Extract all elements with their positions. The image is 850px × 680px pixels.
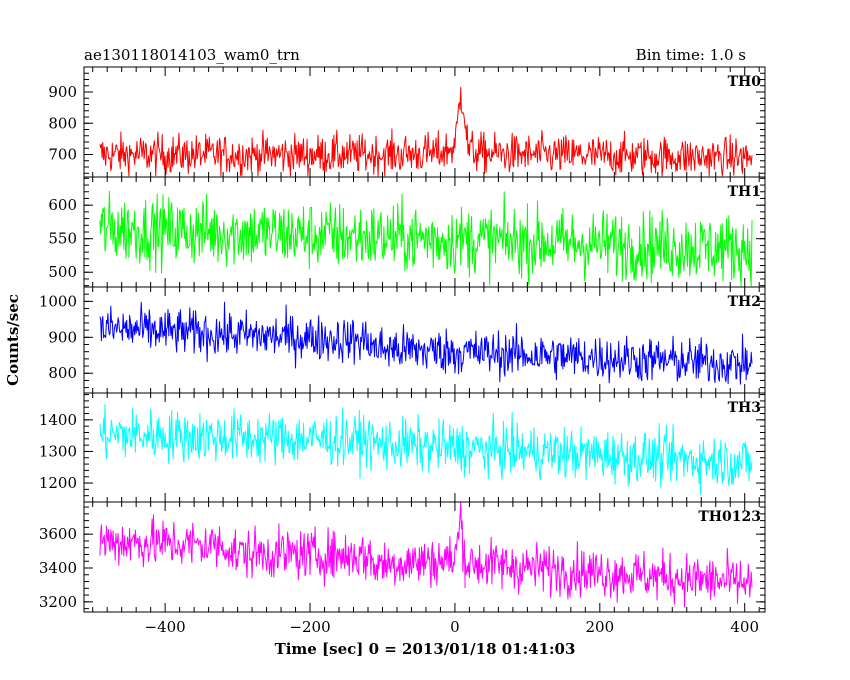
panel-label-th3: TH3 [728,400,761,416]
chart-title: ae130118014103_wam0_trn [84,46,300,64]
y-tick-label-th2: 800 [48,364,77,382]
series-line-th1-0 [99,190,753,287]
series-line-th3-0 [99,403,373,480]
y-tick-label-th0: 700 [48,146,77,164]
x-tick-label: 400 [730,618,759,636]
y-tick-label-th0: 800 [48,114,77,132]
x-axis-title: Time [sec] 0 = 2013/01/18 01:41:03 [275,640,576,658]
series-line-th0123-0 [99,514,231,568]
series-line-th3-1 [371,411,753,495]
bin-time-label: Bin time: 1.0 s [636,46,746,64]
panel-label-th2: TH2 [728,294,761,310]
x-tick-label: −400 [145,618,186,636]
panel-frame-th0123 [83,501,766,613]
y-tick-label-th0: 900 [48,83,77,101]
series-line-th0123-1 [229,523,373,587]
y-tick-label-th0123: 3400 [39,559,77,577]
y-tick-label-th2: 1000 [39,292,77,310]
x-tick-label: 200 [586,618,615,636]
panel-th2: 800 900 1000 TH2 [39,286,766,394]
y-tick-label-th1: 600 [48,196,77,214]
x-axis: −400 −200 0 200 400 [145,618,759,636]
y-axis-title: Counts/sec [4,294,22,386]
panel-th0: 700 800 900 TH0 [48,66,766,178]
series-line-th2-1 [371,323,753,385]
y-tick-label-th3: 1400 [39,411,77,429]
series-line-th0-0 [99,87,753,177]
panel-frame-th2 [83,286,766,394]
panel-th3: 1200 1300 1400 TH3 [39,392,766,503]
panels-group: 700 800 900 TH0 500 550 600 TH1 800 900 1000 TH2 120… [39,66,766,613]
y-tick-label-th1: 500 [48,263,77,281]
y-tick-label-th3: 1200 [39,474,77,492]
panel-th1: 500 550 600 TH1 [48,176,766,288]
series-line-th0123-2 [371,502,466,589]
panel-frame-th3 [83,392,766,503]
y-tick-label-th0123: 3600 [39,525,77,543]
series-line-th2-0 [99,301,373,369]
series-line-th0123-3 [464,536,753,608]
panel-label-th0: TH0 [728,74,762,90]
y-tick-label-th2: 900 [48,328,77,346]
panel-th0123: 3200 3400 3600 TH0123 [39,501,766,613]
x-tick-label: −200 [289,618,330,636]
x-tick-label: 0 [450,618,460,636]
panel-label-th1: TH1 [728,184,761,200]
y-tick-label-th1: 550 [48,230,77,248]
y-tick-label-th3: 1300 [39,442,77,460]
y-tick-label-th0123: 3200 [39,593,77,611]
panel-label-th0123: TH0123 [698,509,761,525]
